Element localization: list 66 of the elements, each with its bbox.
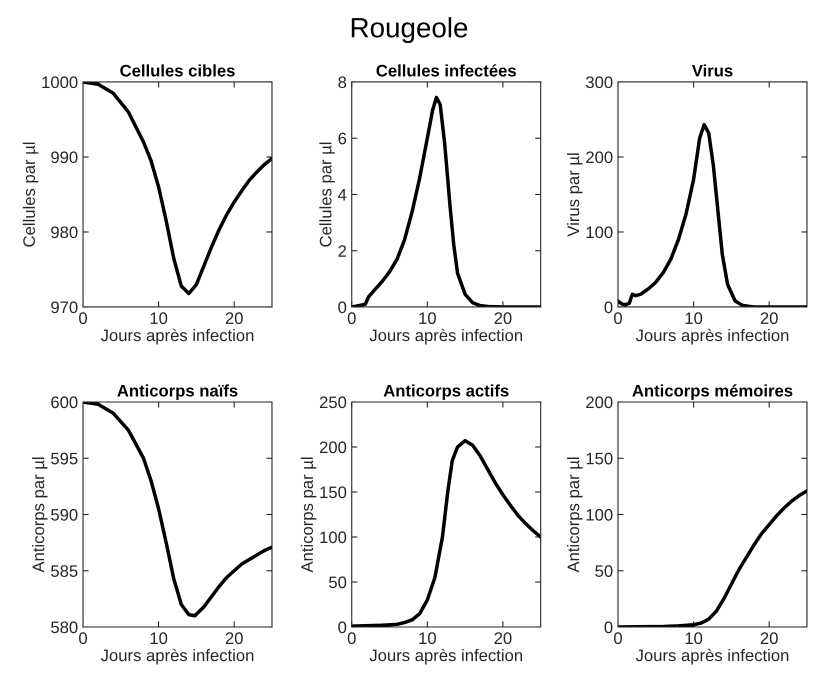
x-tick-label: 20 <box>494 312 512 324</box>
y-tick-label: 100 <box>320 531 346 544</box>
y-tick-label: 1000 <box>42 76 78 88</box>
chart-title: Virus <box>692 64 732 77</box>
y-axis-title: Cellules par µl <box>22 142 38 247</box>
x-tick-label: 20 <box>760 312 778 324</box>
chart-title: Anticorps mémoires <box>632 384 792 400</box>
x-tick-label: 10 <box>150 312 168 324</box>
y-tick-label: 200 <box>320 441 346 454</box>
y-tick-label: 970 <box>51 301 78 314</box>
y-tick-label: 250 <box>320 396 346 408</box>
y-tick-label: 0 <box>604 301 612 314</box>
x-tick-label: 0 <box>348 312 356 324</box>
y-axis-title: Anticorps par µl <box>32 458 48 573</box>
x-tick-label: 10 <box>686 312 702 324</box>
x-tick-label: 10 <box>150 632 168 644</box>
chart-title: Anticorps actifs <box>384 384 509 400</box>
x-tick-label: 20 <box>494 632 512 644</box>
y-tick-label: 50 <box>329 576 346 588</box>
y-tick-label: 580 <box>51 621 78 634</box>
x-axis-title: Jours après infection <box>370 328 522 345</box>
y-tick-label: 100 <box>586 226 612 238</box>
y-tick-label: 200 <box>586 396 612 408</box>
y-tick-label: 600 <box>51 396 78 408</box>
x-tick-label: 20 <box>226 632 243 644</box>
x-tick-label: 20 <box>760 632 778 644</box>
y-tick-label: 595 <box>51 452 78 464</box>
y-tick-label: 0 <box>338 621 346 634</box>
y-tick-label: 300 <box>586 76 612 88</box>
x-tick-label: 0 <box>614 312 622 324</box>
y-axis-title: Cellules par µl <box>319 142 335 247</box>
x-tick-label: 0 <box>614 632 622 644</box>
y-tick-label: 8 <box>338 76 346 88</box>
x-axis-title: Jours après infection <box>636 328 788 345</box>
text: Rougeole <box>352 17 468 44</box>
x-tick-label: 10 <box>419 632 436 644</box>
x-tick-label: 0 <box>79 312 88 324</box>
y-tick-label: 2 <box>338 245 346 257</box>
x-axis-title: Jours après infection <box>370 648 522 665</box>
x-tick-label: 0 <box>348 632 356 644</box>
y-tick-label: 0 <box>338 301 346 314</box>
y-tick-label: 150 <box>320 486 346 498</box>
y-tick-label: 6 <box>338 132 346 144</box>
x-tick-label: 0 <box>79 632 88 644</box>
chart-title: Cellules infectées <box>376 64 516 77</box>
x-tick-label: 10 <box>419 312 436 324</box>
y-tick-label: 585 <box>51 565 78 577</box>
x-axis-title: Jours après infection <box>636 648 788 665</box>
chart-title: Anticorps naïfs <box>117 384 238 400</box>
chart-title: Cellules cibles <box>120 64 235 77</box>
y-tick-label: 50 <box>595 565 612 577</box>
y-axis-title: Virus par µl <box>567 153 583 237</box>
y-tick-label: 200 <box>586 151 612 164</box>
x-axis-title: Jours après infection <box>100 648 254 665</box>
y-axis-title: Anticorps par µl <box>567 458 583 573</box>
y-tick-label: 990 <box>51 151 78 164</box>
y-tick-label: 100 <box>586 508 612 521</box>
y-tick-label: 980 <box>51 226 78 238</box>
y-axis-title: Anticorps par µl <box>300 458 316 573</box>
x-tick-label: 10 <box>686 632 702 644</box>
y-tick-label: 0 <box>604 621 612 634</box>
y-tick-label: 590 <box>51 508 78 521</box>
x-tick-label: 20 <box>226 312 243 324</box>
x-axis-title: Jours après infection <box>100 328 254 345</box>
y-tick-label: 150 <box>586 452 612 464</box>
y-tick-label: 4 <box>338 189 346 201</box>
